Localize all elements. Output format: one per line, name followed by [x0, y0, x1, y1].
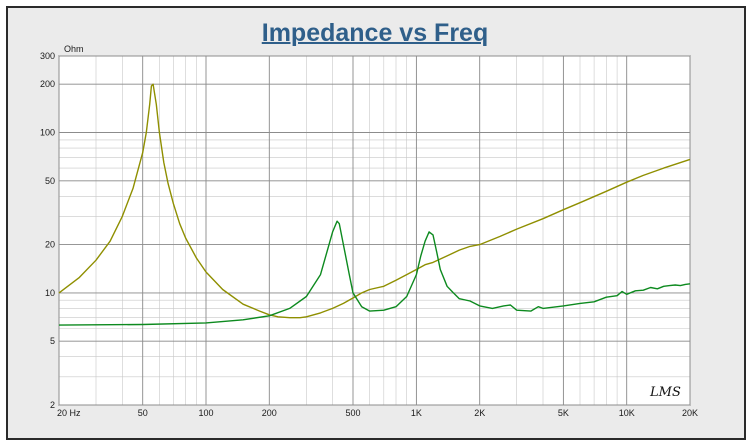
- chart-title: Impedance vs Freq: [261, 19, 489, 47]
- y-tick-label: 20: [45, 240, 55, 250]
- x-tick-label: 10K: [619, 408, 635, 418]
- y-tick-label: 10: [45, 288, 55, 298]
- plot-area: [58, 55, 691, 406]
- x-tick-label: 20K: [682, 408, 698, 418]
- y-tick-label: 200: [40, 79, 55, 89]
- y-tick-label: 5: [50, 336, 55, 346]
- x-tick-label: 50: [138, 408, 148, 418]
- x-tick-label: 20 Hz: [57, 408, 81, 418]
- x-tick-label: 200: [262, 408, 277, 418]
- y-tick-label: 50: [45, 176, 55, 186]
- y-axis-tick-labels: 2 5 10 20 50 100 200 300: [40, 51, 55, 410]
- x-tick-label: 100: [198, 408, 213, 418]
- y-tick-label: 300: [40, 51, 55, 61]
- major-gridlines: [58, 55, 691, 406]
- y-tick-label: 2: [50, 400, 55, 410]
- x-tick-label: 500: [345, 408, 360, 418]
- y-axis-label: Ohm: [64, 44, 84, 54]
- x-tick-label: 1K: [411, 408, 422, 418]
- series-layer: [58, 83, 691, 326]
- x-tick-label: 5K: [558, 408, 569, 418]
- x-axis-tick-labels: 20 Hz 50 100 200 500 1K 2K 5K 10K 20K: [57, 408, 698, 418]
- y-tick-label: 100: [40, 128, 55, 138]
- x-tick-label: 2K: [474, 408, 485, 418]
- impedance-series-line-1: [58, 83, 691, 319]
- impedance-series-line-2: [58, 220, 691, 326]
- lms-logo: LMS: [649, 385, 681, 400]
